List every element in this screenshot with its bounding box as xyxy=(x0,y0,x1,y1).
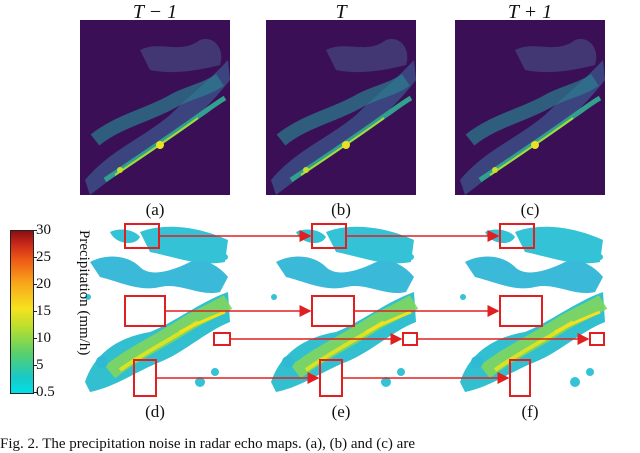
label-b: (b) xyxy=(331,200,351,219)
colorbar-tick-15: 15 xyxy=(36,303,51,319)
frame-title-t: T xyxy=(335,1,347,23)
noise-box-f-1 xyxy=(499,223,535,249)
noise-box-f-4 xyxy=(509,359,531,397)
noise-box-f-2 xyxy=(499,295,543,327)
radar-frame-c xyxy=(455,20,605,195)
radar-frame-a xyxy=(80,20,230,195)
colorbar-tick-0-5: 0.5 xyxy=(36,384,55,400)
colorbar-tick-10: 10 xyxy=(36,330,51,346)
frame-title-t-minus-1: T − 1 xyxy=(132,1,178,23)
colorbar-tick-20: 20 xyxy=(36,276,51,292)
radar-frame-b xyxy=(266,20,416,195)
label-a: (a) xyxy=(145,200,165,219)
colorbar-tick-5: 5 xyxy=(36,357,44,373)
noise-box-f-3 xyxy=(589,332,605,346)
colorbar-tick-30: 30 xyxy=(36,222,51,238)
label-f: (f) xyxy=(521,402,539,421)
label-e: (e) xyxy=(331,402,351,421)
colorbar-gradient xyxy=(10,230,34,394)
colorbar-tick-25: 25 xyxy=(36,249,51,265)
tracking-arrows xyxy=(156,230,590,384)
label-d: (d) xyxy=(145,402,165,421)
colorbar-label: Precipitation (mm/h) xyxy=(76,230,92,356)
figure-caption: Fig. 2. The precipitation noise in radar… xyxy=(0,436,415,452)
label-c: (c) xyxy=(520,200,540,219)
frame-title-t-plus-1: T + 1 xyxy=(507,1,553,23)
